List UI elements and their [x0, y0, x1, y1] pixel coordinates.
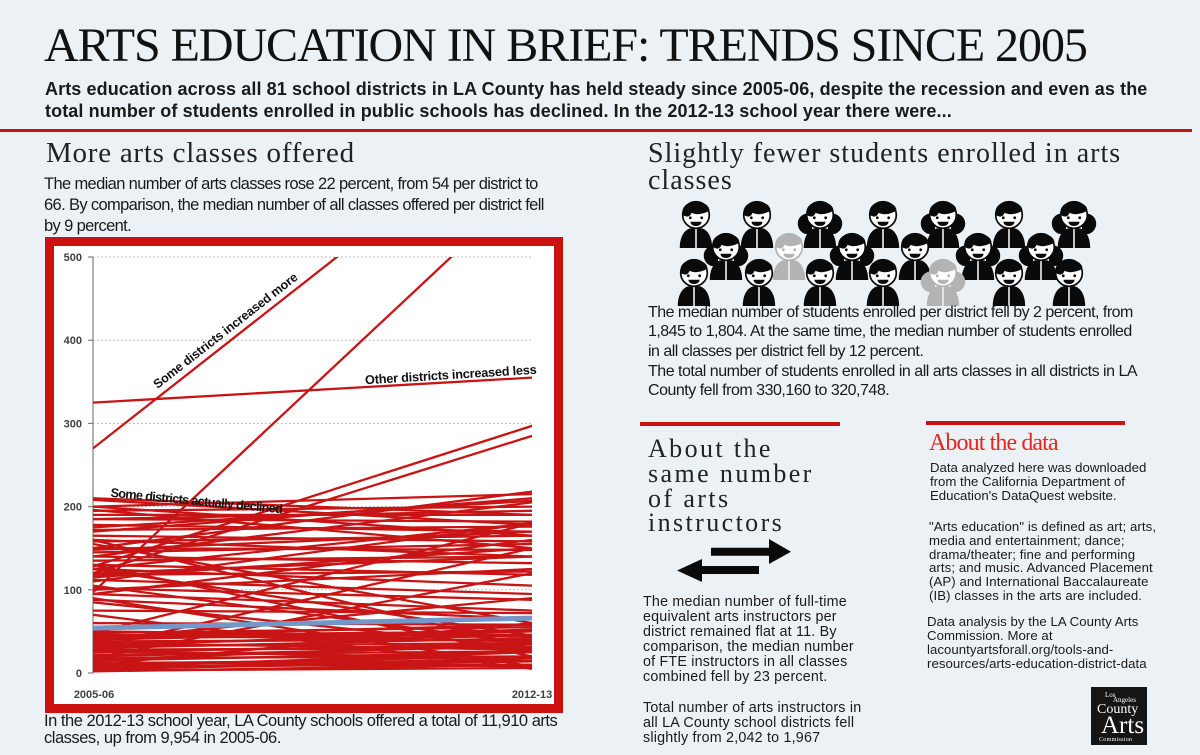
- svg-text:500: 500: [64, 252, 82, 264]
- svg-text:0: 0: [76, 668, 82, 680]
- svg-text:100: 100: [64, 585, 82, 597]
- svg-text:Some districts actually declin: Some districts actually declined: [110, 486, 283, 516]
- svg-text:300: 300: [64, 418, 82, 430]
- svg-text:2012-13: 2012-13: [512, 689, 552, 701]
- svg-text:Some districts increased more: Some districts increased more: [151, 270, 301, 391]
- svg-text:Other districts increased less: Other districts increased less: [365, 363, 537, 387]
- svg-text:2005-06: 2005-06: [74, 689, 114, 701]
- svg-text:400: 400: [64, 335, 82, 347]
- svg-text:200: 200: [64, 502, 82, 514]
